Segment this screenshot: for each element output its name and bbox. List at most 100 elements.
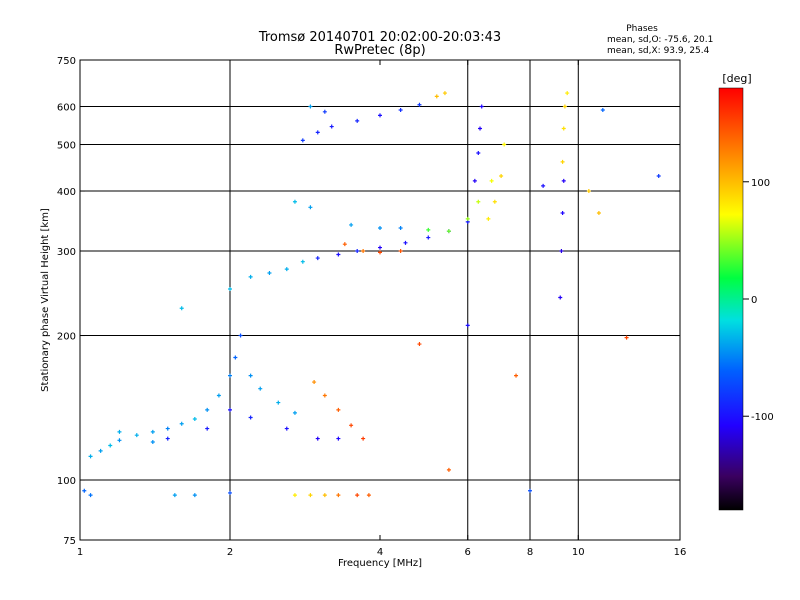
data-point-f2-mid-trace [426, 227, 431, 232]
data-point-e-layer-trace [228, 490, 232, 495]
data-point-low-band-blue [205, 426, 210, 431]
colorbar-tick-label: 100 [751, 178, 770, 189]
data-point-low-band-cyan [205, 407, 210, 412]
data-point-scattered-misc [514, 373, 519, 378]
data-point-yellow-columns [486, 216, 491, 221]
data-point-low-band-cyan [108, 443, 113, 448]
data-point-scattered-misc [656, 173, 661, 178]
y-axis-label: Stationary phase Virtual Height [km] [40, 208, 51, 392]
data-point-e-layer-trace [292, 493, 297, 498]
data-point-low-band-cyan [216, 393, 221, 398]
y-tick-label: 200 [57, 332, 76, 343]
x-tick-label: 10 [572, 547, 585, 558]
data-point-steep-blue-columns [561, 178, 566, 183]
data-point-low-band-blue [336, 436, 341, 441]
data-point-low-band-orange [336, 407, 341, 412]
data-point-scattered-misc [528, 488, 532, 493]
data-points [82, 91, 661, 498]
data-point-f2-upper-trace [442, 91, 447, 96]
y-tick-label: 500 [57, 141, 76, 152]
data-point-low-band-cyan [134, 433, 139, 438]
y-axis-ticks: 75 100 200 300 400 500 600 750 [57, 56, 680, 547]
x-tick-label: 6 [465, 547, 471, 558]
x-tick-label: 1 [77, 547, 83, 558]
data-point-f1-lower-trace [228, 287, 232, 292]
data-point-low-band-blue [315, 436, 320, 441]
data-point-scattered-misc [417, 342, 422, 347]
data-point-e-layer-trace [355, 493, 360, 498]
data-point-f2-mid-trace [446, 229, 451, 234]
chart-subtitle: RwPretec (8p) [334, 43, 425, 58]
data-point-yellow-columns [565, 91, 570, 96]
data-point-f2-upper-trace [329, 124, 334, 129]
data-point-e-layer-trace [366, 493, 371, 498]
stats-line-o: mean, sd,O: -75.6, 20.1 [607, 35, 713, 45]
y-tick-label: 100 [57, 476, 76, 487]
data-point-low-band-cyan [228, 373, 232, 378]
colorbar-label: [deg] [722, 72, 751, 85]
data-point-low-band-cyan [98, 448, 103, 453]
data-point-f1-lower-trace [378, 245, 382, 250]
chart-title: Tromsø 20140701 20:02:00-20:03:43 [258, 30, 501, 45]
data-point-low-band-blue [165, 436, 170, 441]
data-point-f1-lower-trace [336, 252, 341, 257]
data-point-e-layer-trace [322, 493, 327, 498]
data-point-scattered-misc [600, 108, 605, 113]
data-point-f1-lower-trace [284, 267, 289, 272]
data-point-low-band-cyan [258, 386, 263, 391]
data-point-scattered-misc [541, 183, 546, 188]
data-point-f2-mid-trace [308, 205, 313, 210]
data-point-low-band-cyan [179, 421, 184, 426]
data-point-low-band-cyan [165, 426, 170, 431]
data-point-f2-mid-trace [349, 222, 354, 227]
data-point-yellow-columns [562, 104, 567, 109]
data-point-e-layer-trace [336, 493, 341, 498]
data-point-f2-upper-trace [355, 118, 360, 123]
data-point-e-layer-trace [88, 493, 93, 498]
x-axis-ticks: 1 2 4 6 8 10 16 [77, 60, 686, 558]
data-point-scattered-misc [446, 467, 451, 472]
data-point-f2-upper-trace [378, 113, 382, 118]
data-point-yellow-columns [561, 126, 566, 131]
plot-area [79, 59, 681, 541]
data-point-low-band-cyan [150, 429, 155, 434]
data-point-yellow-columns [502, 142, 507, 147]
data-point-f2-mid-trace [292, 199, 297, 204]
data-point-scattered-misc [117, 429, 122, 434]
data-point-f2-mid-trace [476, 199, 481, 204]
data-point-f1-lower-trace [300, 259, 305, 264]
data-point-e-layer-trace [82, 488, 87, 493]
data-point-scattered-misc [179, 306, 184, 311]
y-tick-label: 750 [57, 56, 76, 67]
data-point-f2-upper-trace [417, 102, 422, 107]
data-point-steep-blue-columns [472, 178, 477, 183]
data-point-scattered-misc [586, 189, 591, 194]
data-point-low-band-blue [228, 407, 232, 412]
y-tick-label: 300 [57, 247, 76, 258]
data-point-low-band-orange [312, 380, 317, 385]
data-point-f2-upper-trace [434, 94, 439, 99]
data-point-f2-mid-trace [398, 226, 403, 231]
data-point-low-band-cyan [88, 454, 93, 459]
data-point-low-band-blue [284, 426, 289, 431]
data-point-steep-blue-columns [479, 104, 484, 109]
colorbar-tick-label: 0 [751, 295, 757, 306]
data-point-steep-blue-columns [476, 151, 481, 156]
data-point-low-band-cyan [238, 333, 243, 338]
data-point-low-band-blue [248, 415, 253, 420]
stats-line-x: mean, sd,X: 93.9, 25.4 [607, 46, 710, 56]
data-point-low-band-cyan [248, 373, 253, 378]
data-point-low-band-orange [349, 423, 354, 428]
data-point-f1-orange-trace [361, 249, 366, 254]
data-point-f1-lower-trace [267, 270, 272, 275]
data-point-f1-lower-trace [403, 240, 408, 245]
data-point-low-band-cyan [233, 355, 238, 360]
colorbar-tick-label: -100 [751, 412, 774, 423]
data-point-f1-lower-trace [315, 256, 320, 261]
data-point-f2-mid-trace [489, 178, 494, 183]
data-point-steep-blue-columns [560, 211, 565, 216]
data-point-f1-orange-trace [378, 250, 382, 255]
data-point-scattered-misc [596, 211, 601, 216]
x-tick-label: 8 [527, 547, 533, 558]
